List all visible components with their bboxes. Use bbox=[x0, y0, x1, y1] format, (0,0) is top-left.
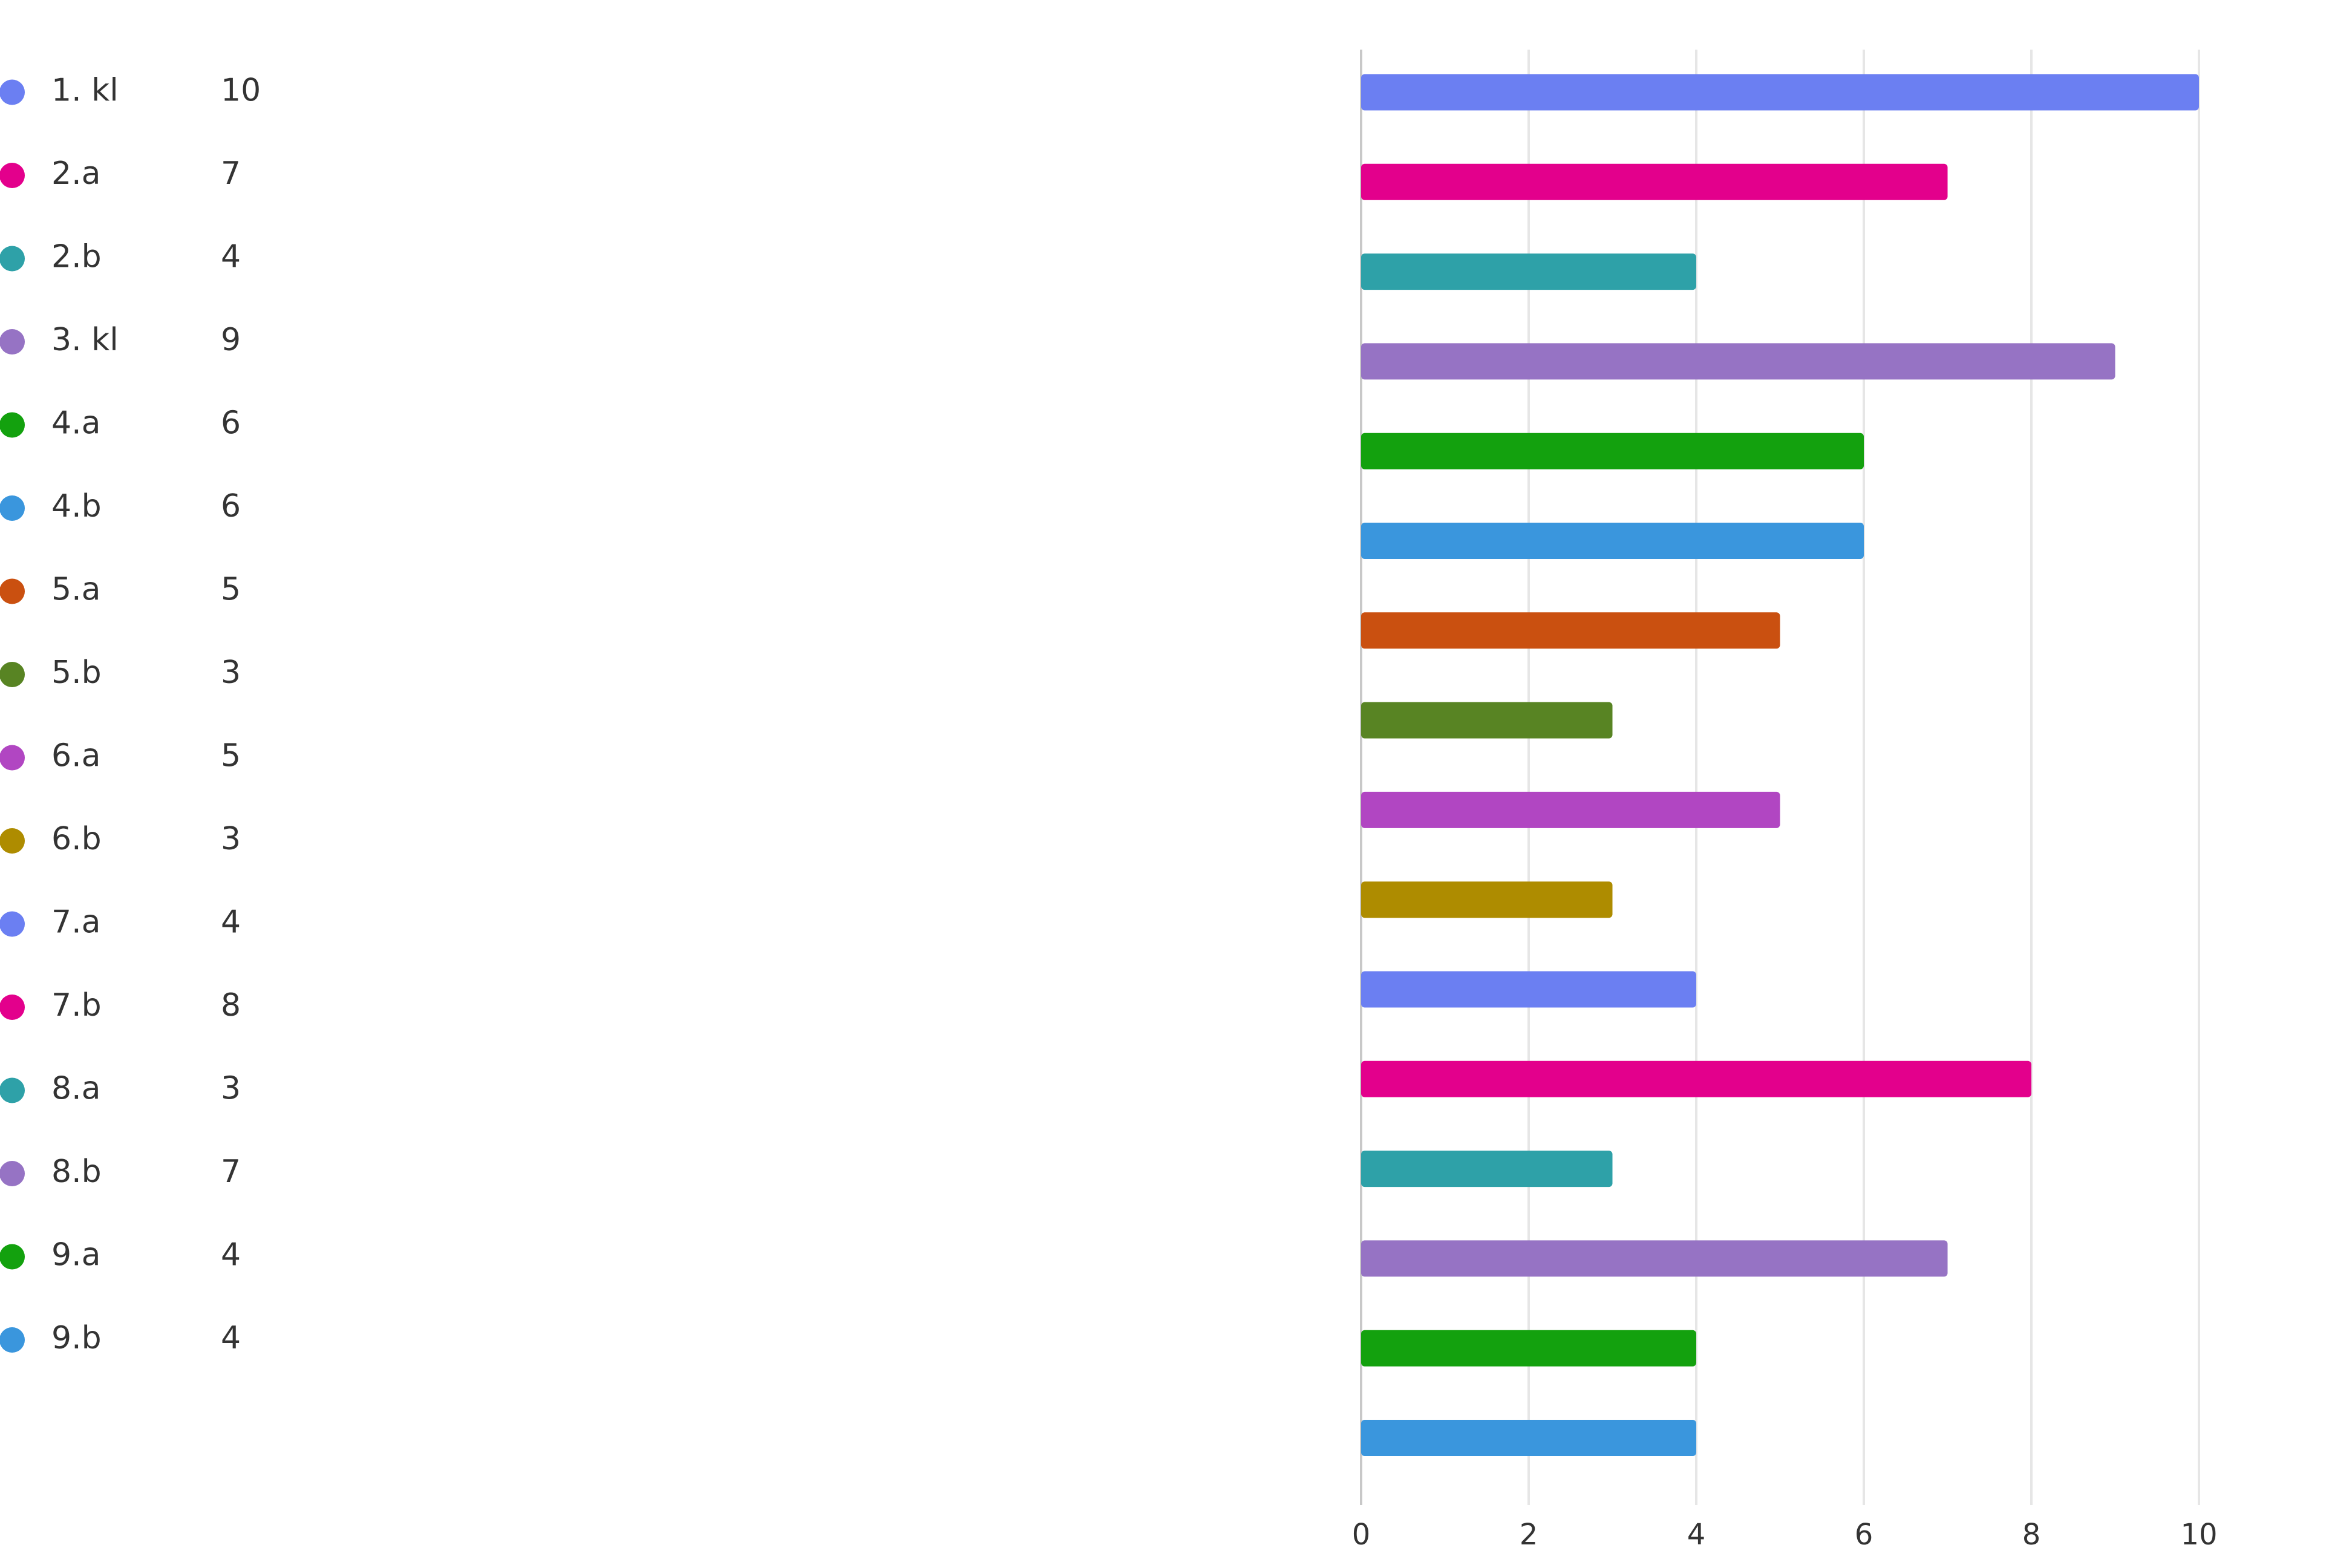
bar bbox=[1361, 791, 1780, 828]
legend-value: 7 bbox=[221, 155, 241, 192]
x-tick-label: 10 bbox=[2180, 1518, 2217, 1552]
legend-label: 2.a bbox=[51, 155, 100, 192]
legend-label: 7.a bbox=[51, 904, 100, 941]
legend-label: 5.a bbox=[51, 572, 100, 608]
legend-value: 6 bbox=[221, 488, 241, 524]
legend-marker bbox=[0, 578, 25, 604]
legend-label: 4.b bbox=[51, 488, 102, 524]
legend-label: 9.b bbox=[51, 1320, 102, 1356]
x-tick-label: 8 bbox=[2022, 1518, 2041, 1552]
legend-marker bbox=[0, 246, 25, 272]
legend-value: 5 bbox=[221, 572, 241, 608]
legend-value: 3 bbox=[221, 821, 241, 857]
bar bbox=[1361, 1330, 1696, 1367]
legend-marker bbox=[0, 79, 25, 105]
legend-label: 8.b bbox=[51, 1154, 102, 1190]
legend-label: 6.a bbox=[51, 738, 100, 774]
bar bbox=[1361, 433, 1864, 469]
bar bbox=[1361, 1420, 1696, 1456]
legend-marker bbox=[0, 828, 25, 854]
bar bbox=[1361, 881, 1613, 918]
legend-value: 8 bbox=[221, 987, 241, 1024]
legend-label: 3. kl bbox=[51, 322, 119, 358]
legend-value: 4 bbox=[221, 239, 241, 275]
legend-label: 1. kl bbox=[51, 73, 119, 109]
legend-value: 4 bbox=[221, 1237, 241, 1273]
legend-value: 7 bbox=[221, 1154, 241, 1190]
legend-label: 7.b bbox=[51, 987, 102, 1024]
legend-marker bbox=[0, 329, 25, 354]
legend-marker bbox=[0, 995, 25, 1020]
legend-label: 9.a bbox=[51, 1237, 100, 1273]
legend-value: 9 bbox=[221, 322, 241, 358]
legend-marker bbox=[0, 662, 25, 687]
legend-value: 4 bbox=[221, 904, 241, 941]
bar bbox=[1361, 612, 1780, 649]
legend-value: 6 bbox=[221, 405, 241, 442]
legend-marker bbox=[0, 412, 25, 438]
bar bbox=[1361, 702, 1613, 739]
bar bbox=[1361, 1151, 1613, 1187]
legend-value: 10 bbox=[221, 73, 261, 109]
x-tick-label: 0 bbox=[1352, 1518, 1371, 1552]
legend-marker bbox=[0, 745, 25, 771]
bar bbox=[1361, 253, 1696, 290]
legend-marker bbox=[0, 1327, 25, 1353]
legend-label: 5.b bbox=[51, 655, 102, 691]
bar bbox=[1361, 1240, 1948, 1277]
legend-marker bbox=[0, 1161, 25, 1186]
bar bbox=[1361, 1060, 2031, 1097]
legend-label: 6.b bbox=[51, 821, 102, 857]
bar bbox=[1361, 74, 2199, 111]
bar bbox=[1361, 971, 1696, 1008]
x-tick-label: 6 bbox=[1855, 1518, 1873, 1552]
x-tick-label: 4 bbox=[1687, 1518, 1706, 1552]
legend-marker bbox=[0, 1244, 25, 1270]
legend-value: 3 bbox=[221, 655, 241, 691]
bar bbox=[1361, 343, 2115, 380]
legend-marker bbox=[0, 911, 25, 937]
bar bbox=[1361, 523, 1864, 559]
legend-marker bbox=[0, 1077, 25, 1103]
legend-value: 3 bbox=[221, 1071, 241, 1107]
legend-value: 5 bbox=[221, 738, 241, 774]
legend-label: 2.b bbox=[51, 239, 102, 275]
legend-marker bbox=[0, 495, 25, 521]
x-tick-label: 2 bbox=[1520, 1518, 1538, 1552]
legend-value: 4 bbox=[221, 1320, 241, 1356]
bar bbox=[1361, 163, 1948, 200]
legend-label: 8.a bbox=[51, 1071, 100, 1107]
legend-marker bbox=[0, 163, 25, 188]
legend-label: 4.a bbox=[51, 405, 100, 442]
